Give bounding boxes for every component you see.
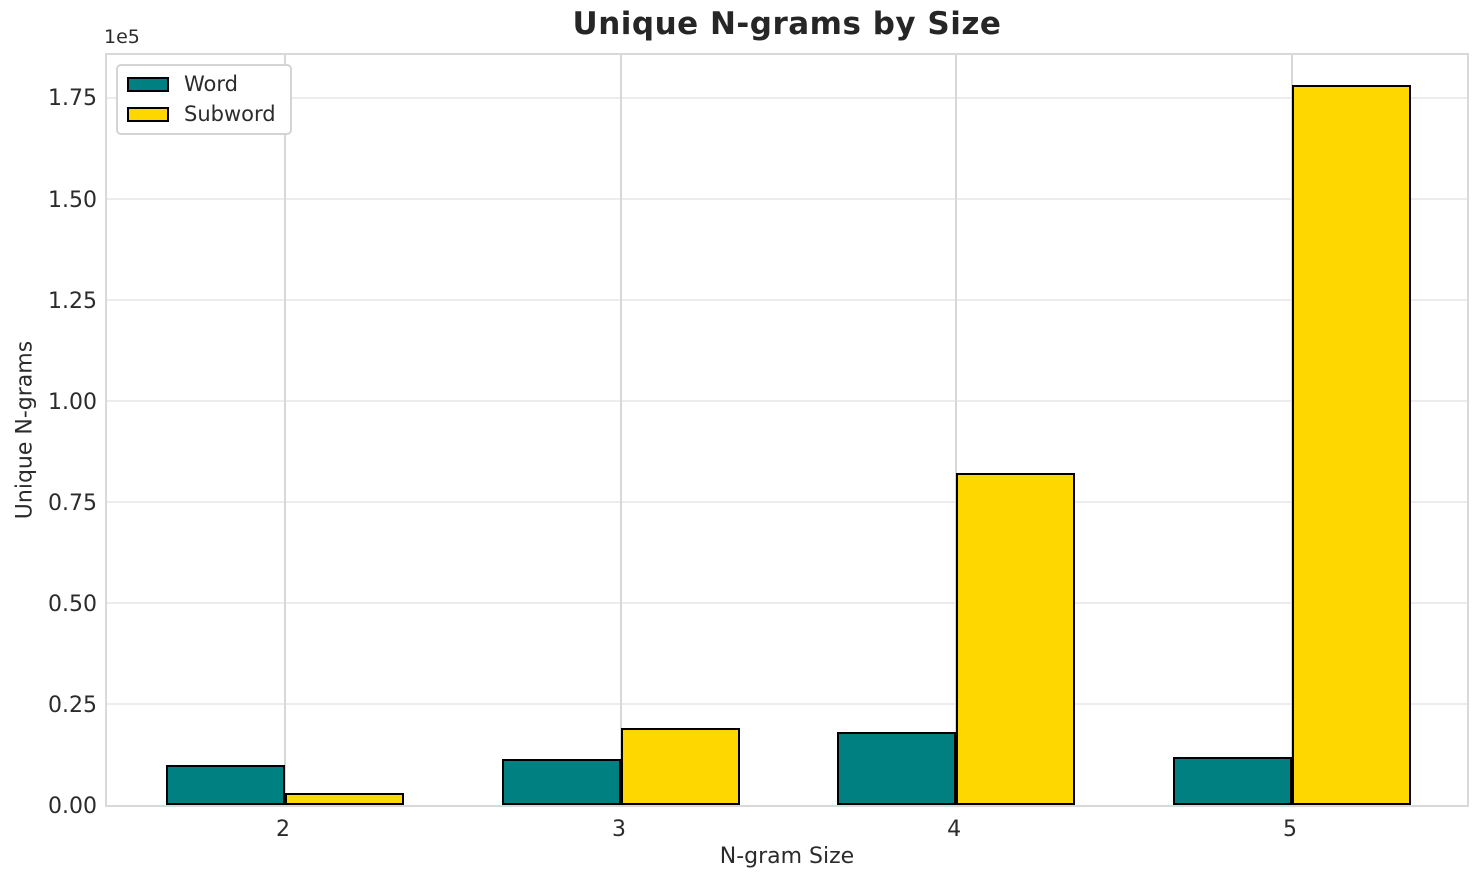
y-tick-label: 0.00: [48, 794, 97, 819]
gridline-horizontal: [107, 197, 1467, 200]
y-tick-label: 0.75: [48, 490, 97, 516]
chart-title: Unique N-grams by Size: [572, 6, 1002, 42]
gridline-vertical: [955, 55, 958, 805]
bar-subword-5: [1292, 85, 1411, 805]
legend-label: Subword: [184, 102, 276, 126]
bar-subword-4: [956, 473, 1076, 805]
legend-item-subword: Subword: [127, 104, 276, 125]
bar-subword-2: [285, 792, 404, 805]
x-tick-label: 2: [276, 817, 290, 842]
gridline-vertical: [619, 55, 622, 805]
bar-subword-3: [620, 728, 740, 805]
legend-swatch-subword: [127, 107, 169, 122]
gridline-horizontal: [107, 601, 1467, 604]
plot-area: Word Subword: [105, 53, 1469, 807]
y-tick-label: 1.50: [48, 187, 97, 213]
legend: Word Subword: [116, 64, 292, 135]
bar-word-3: [502, 758, 621, 805]
legend-label: Word: [184, 72, 238, 96]
x-tick-label: 5: [1283, 817, 1298, 842]
bar-word-5: [1173, 756, 1293, 805]
legend-swatch-word: [127, 77, 169, 92]
gridline-horizontal: [107, 702, 1467, 705]
legend-item-word: Word: [127, 74, 276, 95]
gridline-vertical: [284, 55, 286, 805]
x-tick-label: 4: [947, 817, 962, 842]
x-tick-label: 3: [611, 817, 626, 842]
y-tick-label: 1.25: [48, 288, 97, 314]
y-tick-label: 0.25: [48, 692, 97, 718]
y-tick-label: 1.00: [48, 389, 97, 415]
gridline-horizontal: [107, 399, 1467, 402]
gridline-horizontal: [107, 96, 1467, 99]
y-tick-label: 1.75: [48, 86, 97, 112]
y-axis-offset-text: 1e5: [104, 26, 140, 48]
y-tick-label: 0.50: [48, 591, 97, 617]
gridline-horizontal: [107, 500, 1467, 503]
gridline-horizontal: [107, 298, 1467, 301]
x-axis-label: N-gram Size: [719, 844, 855, 869]
bar-word-4: [837, 732, 957, 805]
bar-word-2: [166, 764, 285, 805]
